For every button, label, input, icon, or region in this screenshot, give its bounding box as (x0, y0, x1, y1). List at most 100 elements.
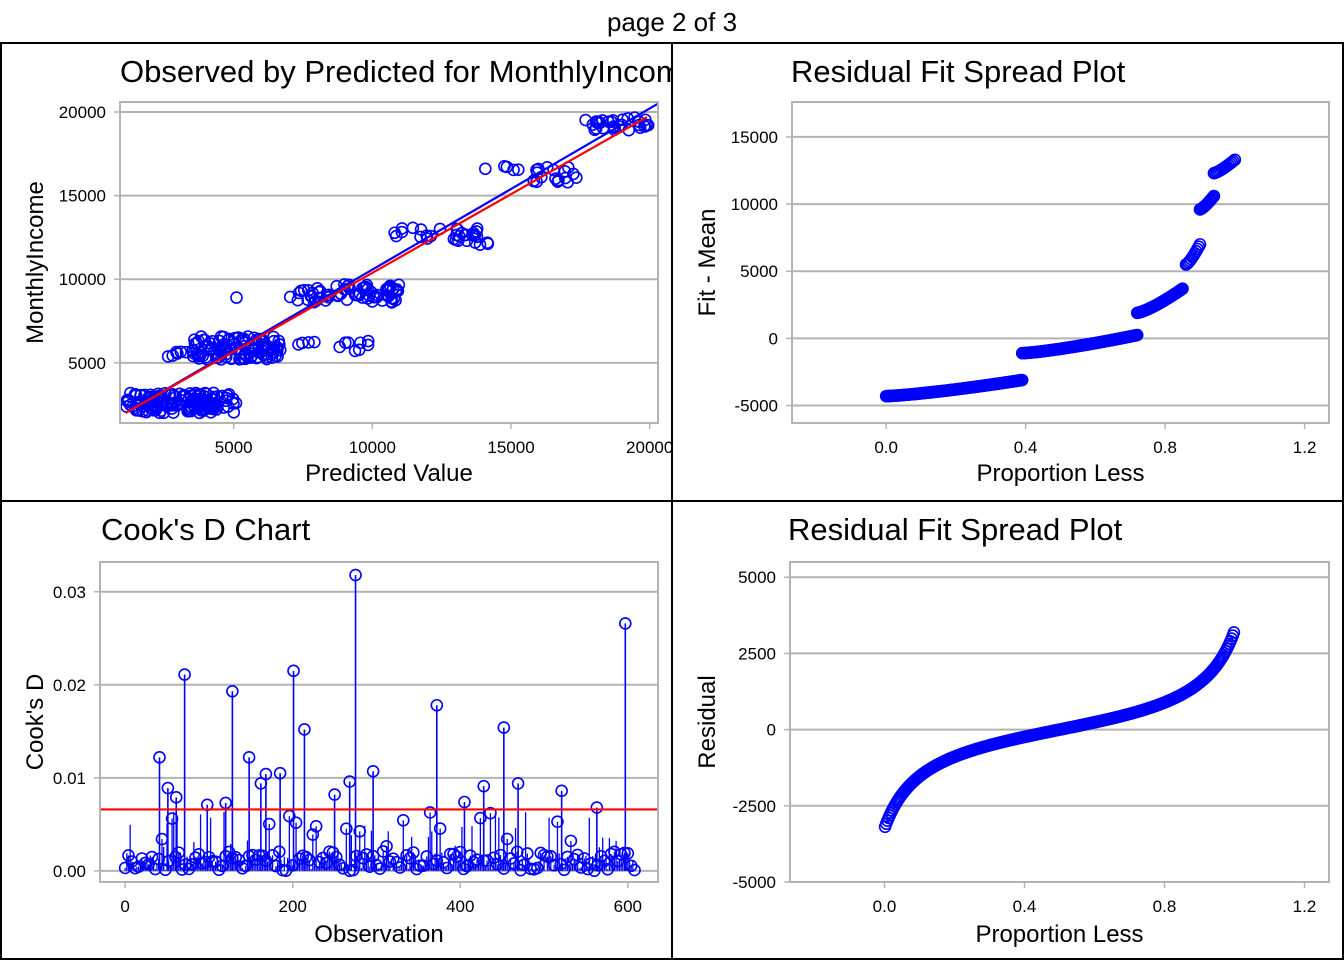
y-tick-label: 15000 (731, 128, 778, 147)
data-point (512, 163, 525, 176)
data-point (470, 225, 483, 238)
x-tick-label: 0.8 (1153, 438, 1177, 457)
data-point (165, 812, 179, 825)
data-point (500, 832, 514, 846)
x-tick-label: 0.4 (1013, 897, 1037, 916)
data-point (1207, 189, 1221, 203)
data-point (349, 568, 362, 582)
data-point (497, 721, 511, 734)
data-point (466, 228, 479, 242)
data-point (209, 397, 222, 411)
data-point (287, 664, 300, 678)
x-tick-label: 0.0 (874, 438, 898, 457)
y-axis-label: Residual (694, 675, 721, 768)
data-point (329, 850, 343, 864)
data-point (198, 333, 212, 347)
data-point (239, 348, 252, 362)
data-point (340, 822, 353, 835)
data-point (299, 850, 313, 864)
data-point (589, 122, 603, 135)
x-tick-label: 1.2 (1293, 897, 1317, 916)
plot-frame (119, 101, 659, 424)
data-point (260, 347, 274, 361)
data-point (153, 751, 166, 764)
data-point (1130, 328, 1144, 342)
y-tick-label: 20000 (59, 103, 106, 122)
data-point (138, 388, 151, 402)
data-point (590, 801, 604, 814)
data-point (596, 121, 610, 135)
chart-title: Observed by Predicted for MonthlyIncome (120, 54, 673, 89)
chart-title: Cook's D Chart (101, 512, 311, 547)
y-tick-label: 10000 (59, 270, 106, 289)
x-tick-label: 15000 (487, 438, 534, 457)
data-point (579, 113, 592, 127)
chart-title: Residual Fit Spread Plot (788, 512, 1123, 547)
y-tick-label: -2500 (733, 797, 776, 816)
data-point (242, 751, 256, 764)
data-point (389, 229, 403, 243)
data-point (205, 398, 218, 411)
data-point (1205, 192, 1219, 205)
data-point (190, 394, 203, 407)
cooks-d-chart: Cook's D Chart 0.00 0.01 0.02 0.03 0 200 400 600… (22, 512, 659, 948)
data-point (370, 858, 383, 872)
data-point (182, 404, 196, 417)
x-tick-label: 600 (614, 897, 642, 916)
y-axis-label: Cook's D (22, 674, 49, 771)
data-point (549, 172, 562, 186)
data-point (342, 278, 356, 292)
data-point (473, 238, 487, 251)
data-point (477, 779, 491, 793)
y-tick-label: 5000 (68, 354, 106, 373)
data-point (470, 853, 484, 866)
data-point (619, 617, 632, 630)
plot-frame (791, 101, 1330, 424)
data-point (179, 345, 193, 359)
data-point (1226, 154, 1240, 168)
x-tick-label: 400 (446, 897, 474, 916)
x-tick-label: 20000 (626, 438, 673, 457)
x-axis-label: Predicted Value (305, 460, 473, 487)
x-tick-label: 0.0 (873, 897, 897, 916)
data-point (1206, 191, 1220, 204)
data-point (124, 386, 137, 400)
y-tick-label: 0 (767, 721, 776, 740)
data-point (555, 784, 568, 798)
data-marks (878, 626, 1241, 834)
data-point (192, 349, 205, 363)
data-point (380, 840, 393, 853)
y-axis-label: MonthlyIncome (22, 181, 49, 344)
data-point (387, 292, 401, 305)
data-point (1015, 373, 1029, 387)
data-point (447, 847, 460, 861)
data-point (328, 788, 341, 801)
data-point (289, 816, 303, 829)
panel-residual-fit-spread-residual: Residual Fit Spread Plot -5000 -2500 0 2500 5… (671, 500, 1344, 960)
data-point (353, 287, 367, 301)
data-marks (100, 568, 658, 878)
data-point (122, 849, 135, 862)
y-tick-label: -5000 (733, 873, 776, 892)
data-point (302, 336, 315, 349)
data-point (309, 820, 323, 833)
x-tick-label: 0.4 (1014, 438, 1038, 457)
y-tick-label: 0.02 (53, 676, 86, 695)
x-tick-label: 5000 (215, 438, 253, 457)
data-point (201, 339, 215, 353)
data-point (230, 291, 243, 304)
data-point (291, 293, 305, 307)
y-axis-label: Fit - Mean (694, 208, 721, 316)
chart-title: Residual Fit Spread Plot (791, 54, 1126, 89)
data-point (386, 852, 400, 866)
data-point (207, 390, 221, 404)
data-point (227, 406, 241, 419)
observed-by-predicted-chart: Observed by Predicted for MonthlyIncome 5… (22, 54, 673, 487)
data-point (298, 723, 311, 736)
data-point (166, 349, 180, 362)
y-tick-label: 2500 (738, 644, 776, 663)
data-point (262, 817, 276, 831)
y-tick-label: -5000 (735, 397, 778, 416)
data-point (571, 848, 584, 862)
data-point (484, 806, 497, 820)
